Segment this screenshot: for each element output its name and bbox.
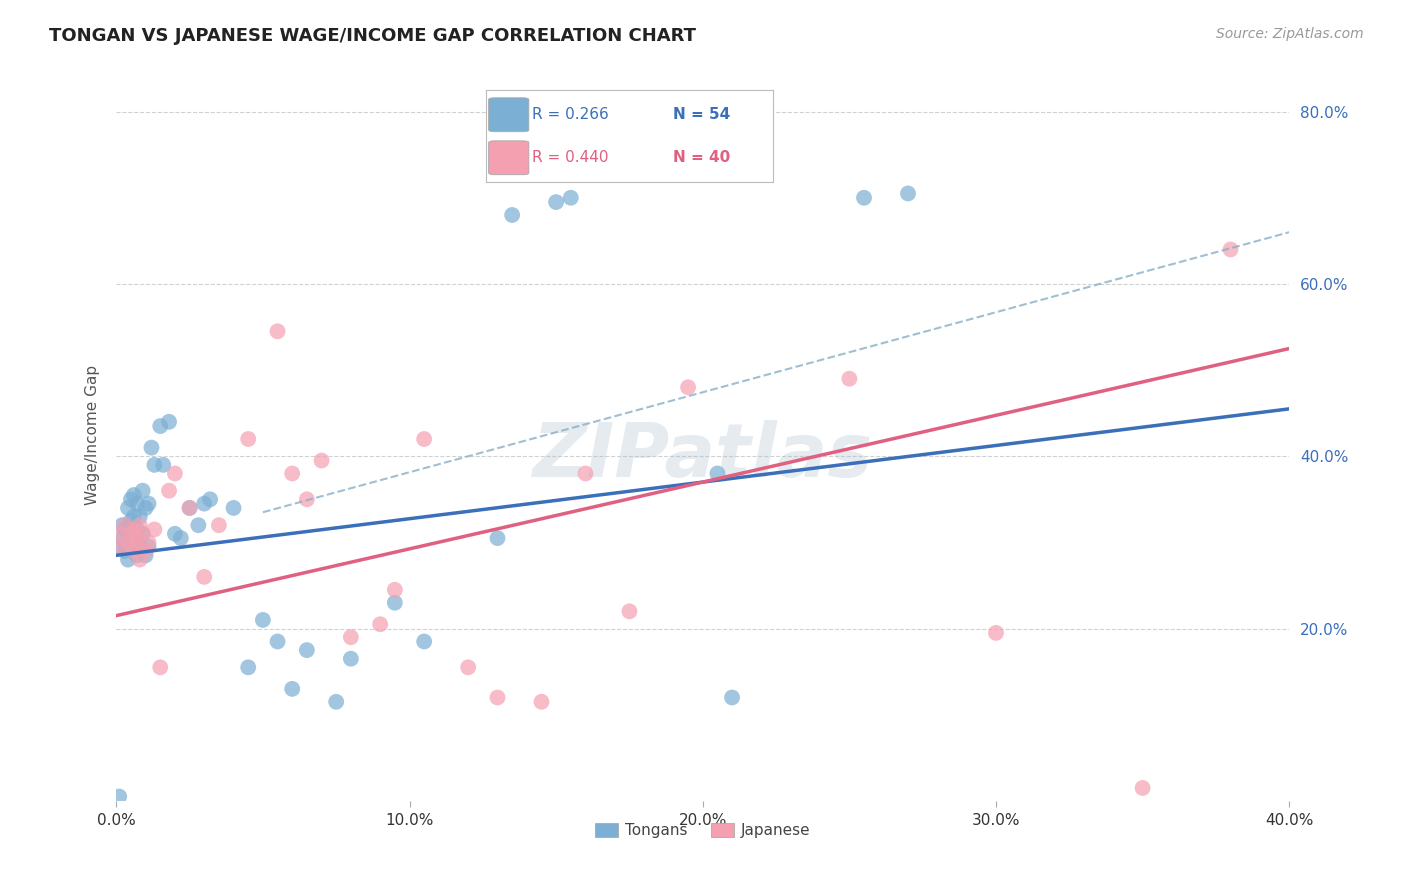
Point — [122, 509, 145, 524]
Point — [128, 509, 150, 524]
Point — [340, 630, 363, 644]
Point — [546, 195, 568, 210]
Point — [114, 544, 136, 558]
Point — [163, 526, 186, 541]
Point — [193, 497, 215, 511]
Point — [311, 453, 333, 467]
Point — [208, 518, 231, 533]
Point — [897, 186, 920, 201]
Point — [238, 432, 260, 446]
Point — [281, 467, 304, 481]
Point — [131, 526, 153, 541]
Point — [138, 535, 160, 549]
Point — [238, 660, 260, 674]
Point — [117, 535, 139, 549]
Point — [281, 681, 304, 696]
Point — [170, 531, 193, 545]
Point — [619, 604, 641, 618]
Point — [413, 432, 436, 446]
Point — [340, 651, 363, 665]
Point — [853, 191, 876, 205]
Point — [122, 535, 145, 549]
Point — [193, 570, 215, 584]
Point — [486, 690, 509, 705]
Point — [676, 380, 699, 394]
Text: TONGAN VS JAPANESE WAGE/INCOME GAP CORRELATION CHART: TONGAN VS JAPANESE WAGE/INCOME GAP CORRE… — [49, 27, 696, 45]
Point — [135, 500, 157, 515]
Point — [111, 518, 134, 533]
Point — [122, 544, 145, 558]
Legend: Tongans, Japanese: Tongans, Japanese — [589, 817, 817, 845]
Point — [128, 518, 150, 533]
Point — [266, 324, 288, 338]
Text: ZIPatlas: ZIPatlas — [533, 420, 873, 493]
Point — [486, 531, 509, 545]
Point — [252, 613, 274, 627]
Point — [1132, 780, 1154, 795]
Point — [125, 531, 148, 545]
Point — [128, 540, 150, 554]
Point — [138, 540, 160, 554]
Point — [706, 467, 728, 481]
Point — [141, 441, 163, 455]
Point — [721, 690, 744, 705]
Point — [187, 518, 209, 533]
Point — [149, 660, 172, 674]
Point — [117, 500, 139, 515]
Point — [122, 523, 145, 537]
Point — [222, 500, 245, 515]
Point — [135, 544, 157, 558]
Point — [125, 540, 148, 554]
Point — [135, 549, 157, 563]
Point — [120, 526, 142, 541]
Point — [120, 514, 142, 528]
Point — [125, 549, 148, 563]
Point — [198, 492, 221, 507]
Point — [114, 518, 136, 533]
Point — [157, 483, 180, 498]
Point — [152, 458, 174, 472]
Y-axis label: Wage/Income Gap: Wage/Income Gap — [86, 365, 100, 505]
Point — [368, 617, 391, 632]
Point — [295, 643, 318, 657]
Point — [984, 625, 1007, 640]
Point — [114, 523, 136, 537]
Point — [111, 531, 134, 545]
Point — [108, 540, 131, 554]
Point — [143, 458, 166, 472]
Point — [179, 500, 201, 515]
Point — [117, 552, 139, 566]
Point — [163, 467, 186, 481]
Point — [111, 540, 134, 554]
Point — [131, 483, 153, 498]
Point — [108, 789, 131, 804]
Point — [1219, 243, 1241, 257]
Point — [574, 467, 596, 481]
Point — [122, 488, 145, 502]
Point — [125, 497, 148, 511]
Point — [138, 497, 160, 511]
Point — [157, 415, 180, 429]
Point — [530, 695, 553, 709]
Text: Source: ZipAtlas.com: Source: ZipAtlas.com — [1216, 27, 1364, 41]
Point — [120, 492, 142, 507]
Point — [325, 695, 347, 709]
Point — [149, 419, 172, 434]
Point — [125, 523, 148, 537]
Point — [838, 372, 860, 386]
Point — [266, 634, 288, 648]
Point — [457, 660, 479, 674]
Point — [143, 523, 166, 537]
Point — [108, 526, 131, 541]
Point — [413, 634, 436, 648]
Point — [128, 552, 150, 566]
Point — [384, 582, 406, 597]
Point — [560, 191, 582, 205]
Point — [295, 492, 318, 507]
Point — [179, 500, 201, 515]
Point — [131, 526, 153, 541]
Point — [501, 208, 523, 222]
Point — [384, 596, 406, 610]
Point — [120, 526, 142, 541]
